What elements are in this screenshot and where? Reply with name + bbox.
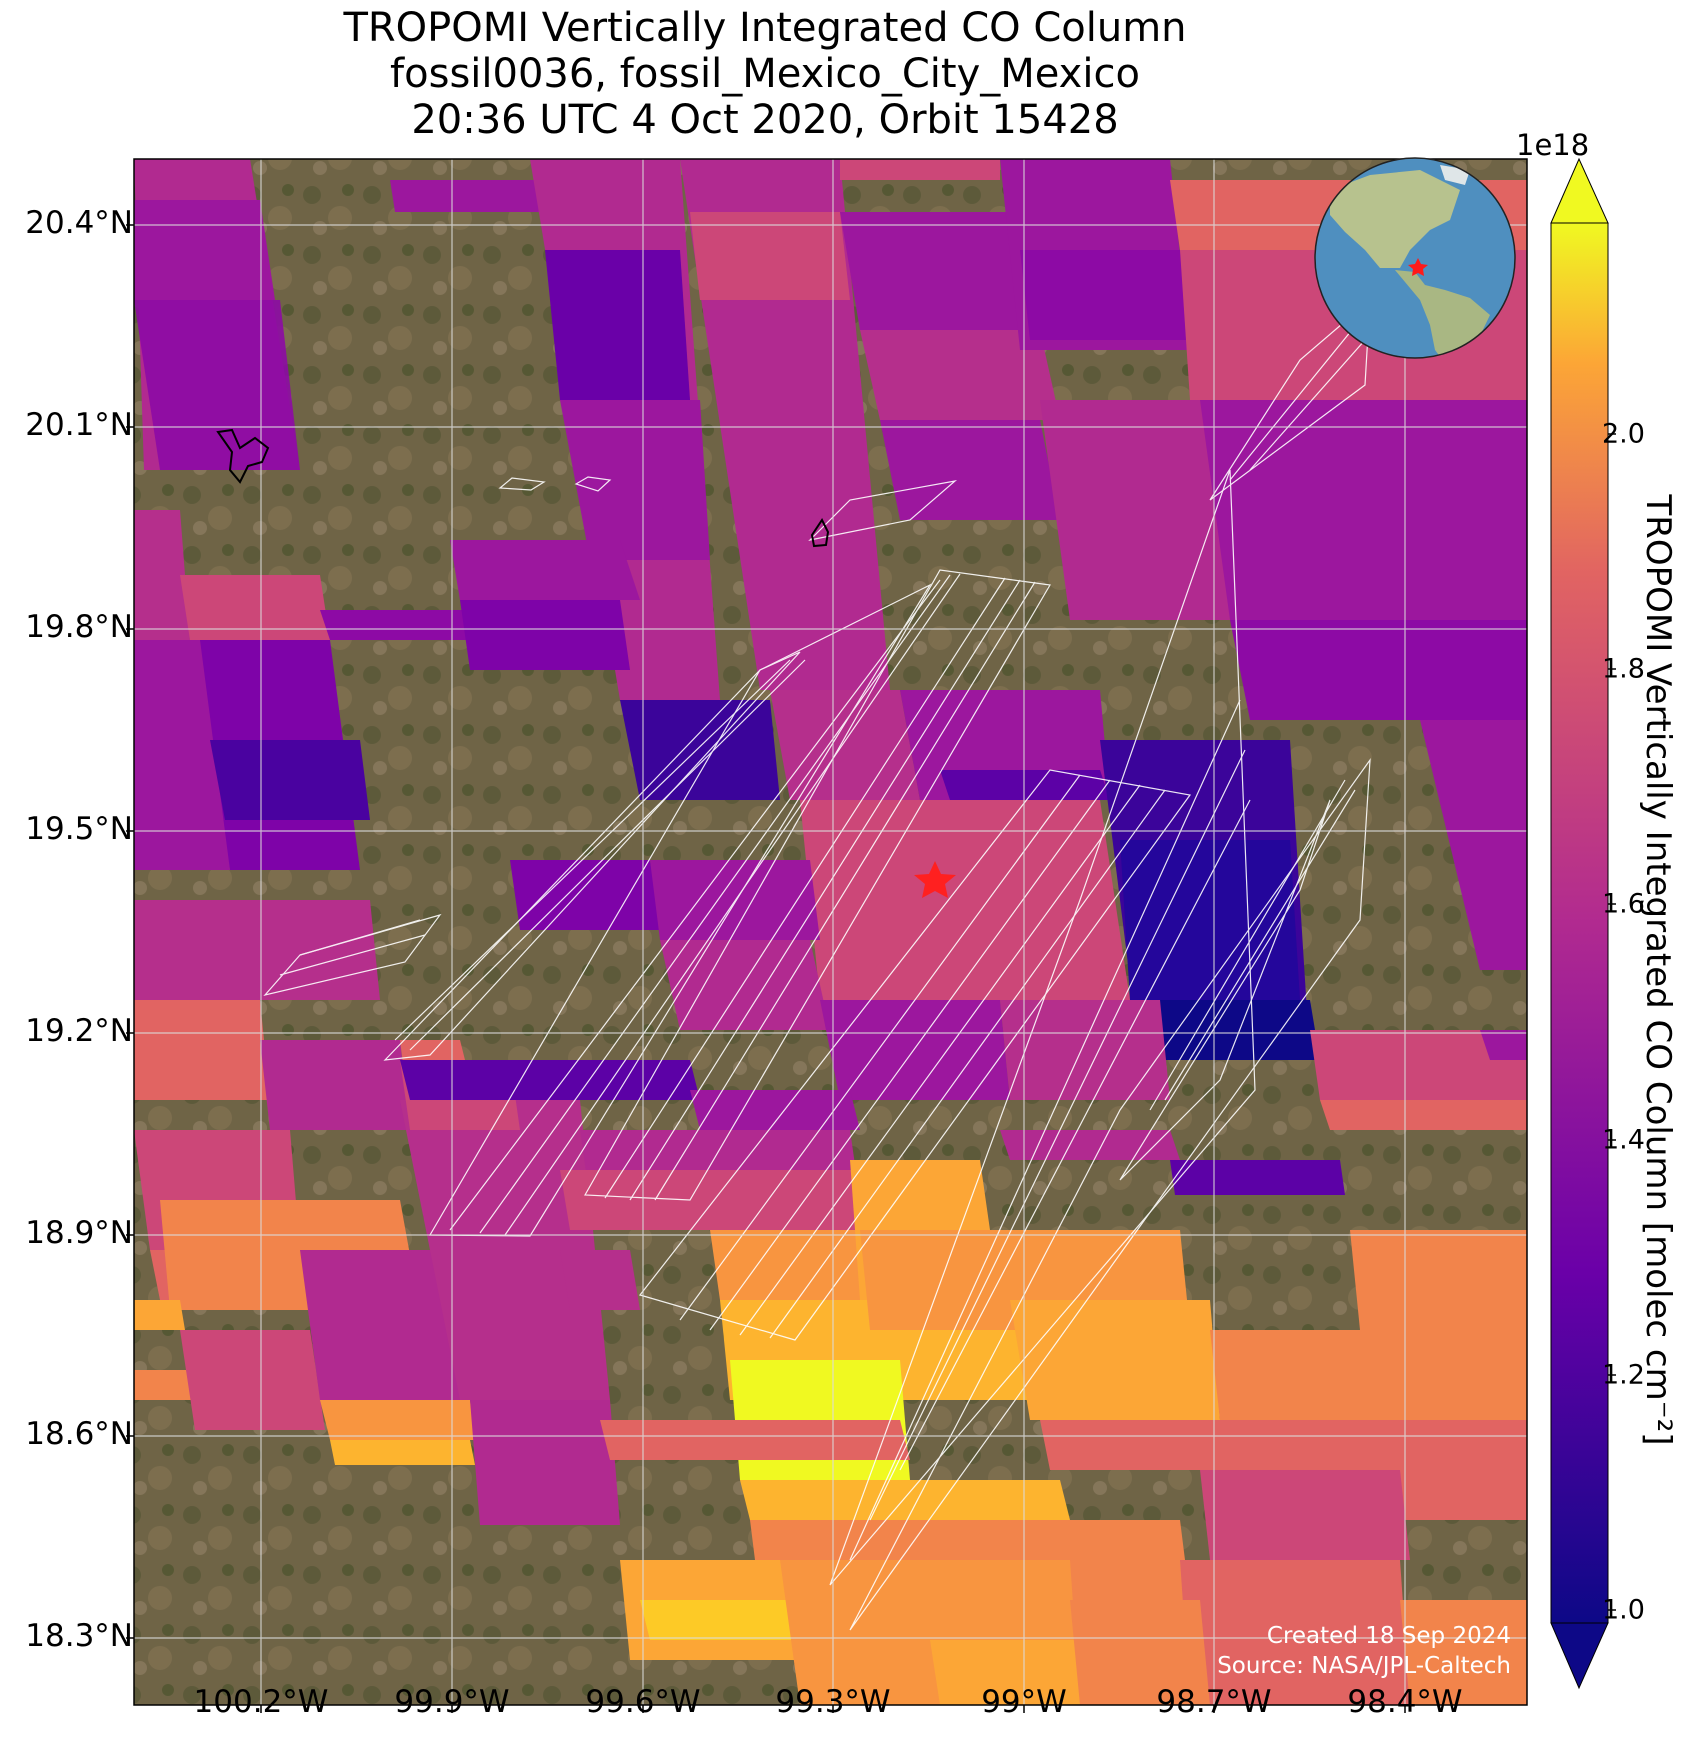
lon-tick-label: 99.9°W bbox=[394, 1684, 510, 1720]
lon-tick-label: 99.6°W bbox=[585, 1684, 701, 1720]
lon-tick-label: 100.2°W bbox=[193, 1684, 329, 1720]
target-grid-7 bbox=[849, 757, 1371, 1631]
target-grid-8 bbox=[1119, 799, 1331, 1181]
target-grid-4 bbox=[583, 569, 1051, 1201]
colorbar bbox=[1550, 157, 1616, 1690]
mexico-city-star-marker bbox=[914, 861, 956, 898]
map-frame bbox=[133, 158, 1528, 1706]
target-grid-2 bbox=[383, 651, 801, 1061]
colorbar-tick-label: 1.0 bbox=[1602, 1594, 1645, 1626]
lat-tick-label: 19.2°N bbox=[25, 1013, 133, 1049]
colorbar-tick-label: 1.2 bbox=[1602, 1359, 1645, 1391]
reservoir-outline bbox=[810, 518, 830, 548]
created-credit: Created 18 Sep 2024 bbox=[1266, 1623, 1511, 1649]
target-grid-1 bbox=[263, 913, 442, 997]
colorbar-exponent: 1e18 bbox=[1516, 128, 1590, 162]
target-grid-3 bbox=[428, 583, 932, 1237]
lat-tick-label: 20.4°N bbox=[25, 205, 133, 241]
colorbar-label: TROPOMI Vertically Integrated CO Column … bbox=[1638, 494, 1678, 1446]
chart-subtitle-site: fossil0036, fossil_Mexico_City_Mexico bbox=[390, 51, 1140, 97]
lat-tick-label: 19.5°N bbox=[25, 811, 133, 847]
globe-star-marker bbox=[1408, 258, 1428, 276]
inset-globe bbox=[1314, 157, 1516, 359]
lat-tick-label: 20.1°N bbox=[25, 407, 133, 443]
lat-tick-label: 18.6°N bbox=[25, 1416, 133, 1452]
lake-cuitzeo-outline bbox=[216, 428, 270, 484]
chart-title: TROPOMI Vertically Integrated CO Column bbox=[343, 5, 1187, 51]
colorbar-extend-max bbox=[1550, 157, 1609, 224]
target-grid-12 bbox=[574, 476, 612, 492]
lon-tick-label: 98.7°W bbox=[1156, 1684, 1272, 1720]
target-grid-6 bbox=[829, 469, 1256, 1586]
axis-tick-marks bbox=[126, 224, 1406, 1713]
graticule bbox=[134, 159, 1527, 1705]
colorbar-extend-min bbox=[1550, 1622, 1609, 1690]
lat-tick-label: 18.3°N bbox=[25, 1618, 133, 1654]
colorbar-tick-label: 1.4 bbox=[1602, 1124, 1645, 1156]
lat-tick-label: 19.8°N bbox=[25, 609, 133, 645]
target-mode-grids bbox=[263, 298, 1371, 1631]
chart-subtitle-time: 20:36 UTC 4 Oct 2020, Orbit 15428 bbox=[411, 97, 1119, 143]
source-credit: Source: NASA/JPL-Caltech bbox=[1217, 1653, 1511, 1679]
colorbar-tick-label: 1.6 bbox=[1602, 888, 1645, 920]
target-grid-11 bbox=[498, 477, 546, 491]
target-grid-10 bbox=[808, 480, 958, 541]
colorbar-tick-label: 1.8 bbox=[1602, 653, 1645, 685]
lon-tick-label: 98.4°W bbox=[1347, 1684, 1463, 1720]
lat-tick-label: 18.9°N bbox=[25, 1215, 133, 1251]
lon-tick-label: 99.3°W bbox=[775, 1684, 891, 1720]
target-grid-5 bbox=[638, 769, 1192, 1341]
colorbar-tick-label: 2.0 bbox=[1602, 418, 1645, 450]
lon-tick-label: 99°W bbox=[981, 1684, 1067, 1720]
